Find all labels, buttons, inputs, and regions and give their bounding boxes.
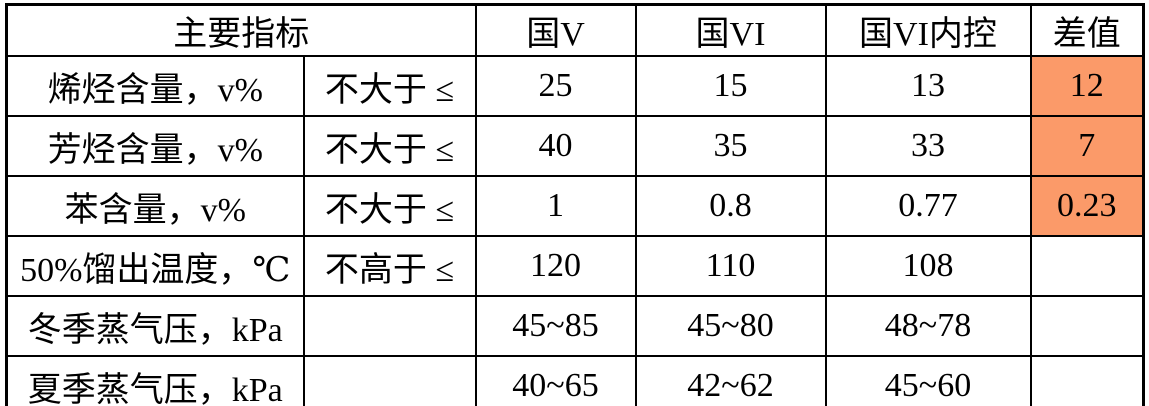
row-label: 冬季蒸气压，kPa bbox=[5, 295, 305, 357]
value-guo-vi: 0.8 bbox=[634, 175, 827, 237]
condition-cell: 不大于 ≤ bbox=[302, 115, 477, 177]
header-main-indicators: 主要指标 bbox=[5, 3, 477, 57]
header-row: 主要指标 国V 国VI 国VI内控 差值 bbox=[5, 3, 1145, 57]
row-winter-vapor-pressure: 冬季蒸气压，kPa 45~85 45~80 48~78 bbox=[5, 295, 1145, 357]
row-olefin-content: 烯烃含量，v% 不大于 ≤ 25 15 13 12 bbox=[5, 55, 1145, 117]
header-col-guo-v: 国V bbox=[474, 3, 637, 57]
difference-value-cell: 12 bbox=[1029, 55, 1145, 117]
value-guo-v: 25 bbox=[474, 55, 637, 117]
value-guo-v: 40~65 bbox=[474, 355, 637, 406]
value-guo-v: 120 bbox=[474, 235, 637, 297]
value-guo-vi-internal: 33 bbox=[824, 115, 1032, 177]
value-guo-v: 45~85 bbox=[474, 295, 637, 357]
value-guo-vi-internal: 48~78 bbox=[824, 295, 1032, 357]
value-guo-vi: 15 bbox=[634, 55, 827, 117]
value-guo-vi-internal: 108 bbox=[824, 235, 1032, 297]
fuel-spec-table: 主要指标 国V 国VI 国VI内控 差值 烯烃含量，v% 不大于 ≤ 25 15… bbox=[5, 3, 1145, 406]
value-guo-vi: 35 bbox=[634, 115, 827, 177]
value-guo-vi-internal: 13 bbox=[824, 55, 1032, 117]
value-guo-vi: 42~62 bbox=[634, 355, 827, 406]
row-label: 苯含量，v% bbox=[5, 175, 305, 237]
value-guo-vi: 110 bbox=[634, 235, 827, 297]
value-guo-vi: 45~80 bbox=[634, 295, 827, 357]
difference-value-cell bbox=[1029, 295, 1145, 357]
row-label: 烯烃含量，v% bbox=[5, 55, 305, 117]
value-guo-v: 1 bbox=[474, 175, 637, 237]
value-guo-vi-internal: 45~60 bbox=[824, 355, 1032, 406]
difference-value-cell: 7 bbox=[1029, 115, 1145, 177]
row-label: 夏季蒸气压，kPa bbox=[5, 355, 305, 406]
row-aromatics-content: 芳烃含量，v% 不大于 ≤ 40 35 33 7 bbox=[5, 115, 1145, 177]
header-col-difference: 差值 bbox=[1029, 3, 1145, 57]
row-distillation-temp: 50%馏出温度，℃ 不高于 ≤ 120 110 108 bbox=[5, 235, 1145, 297]
condition-cell bbox=[302, 295, 477, 357]
difference-value-cell bbox=[1029, 235, 1145, 297]
value-guo-v: 40 bbox=[474, 115, 637, 177]
row-benzene-content: 苯含量，v% 不大于 ≤ 1 0.8 0.77 0.23 bbox=[5, 175, 1145, 237]
row-label: 50%馏出温度，℃ bbox=[5, 235, 305, 297]
row-label: 芳烃含量，v% bbox=[5, 115, 305, 177]
header-col-guo-vi: 国VI bbox=[634, 3, 827, 57]
condition-cell: 不大于 ≤ bbox=[302, 175, 477, 237]
condition-cell: 不大于 ≤ bbox=[302, 55, 477, 117]
difference-value-cell: 0.23 bbox=[1029, 175, 1145, 237]
condition-cell bbox=[302, 355, 477, 406]
header-col-guo-vi-internal: 国VI内控 bbox=[824, 3, 1032, 57]
difference-value-cell bbox=[1029, 355, 1145, 406]
row-summer-vapor-pressure: 夏季蒸气压，kPa 40~65 42~62 45~60 bbox=[5, 355, 1145, 406]
value-guo-vi-internal: 0.77 bbox=[824, 175, 1032, 237]
condition-cell: 不高于 ≤ bbox=[302, 235, 477, 297]
